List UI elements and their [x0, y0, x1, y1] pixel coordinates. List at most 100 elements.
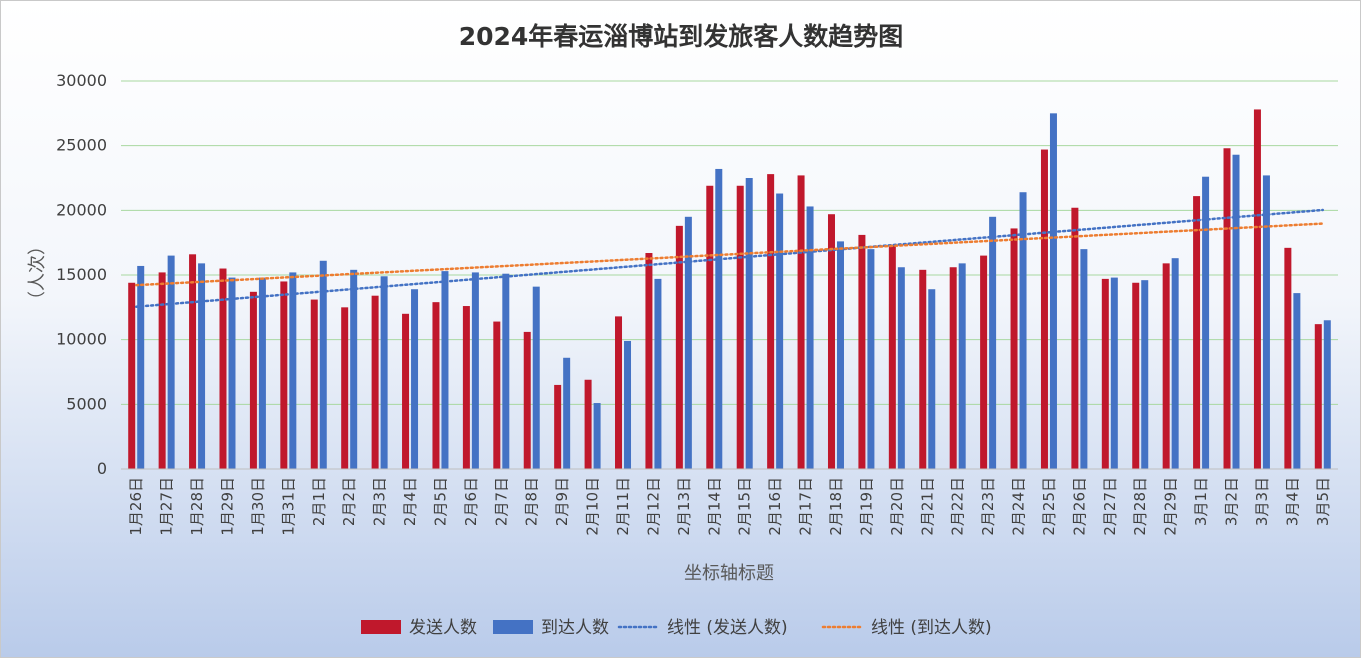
- bar-send: [675, 225, 683, 469]
- bar-arrive: [897, 267, 905, 469]
- bar-send: [189, 254, 197, 469]
- bar-send: [1040, 149, 1048, 469]
- bar-arrive: [137, 265, 145, 469]
- y-tick-label: 20000: [56, 200, 107, 219]
- x-axis-ticks: 1月26日 1月27日 1月28日 1月29日 1月30日 1月31日 2月1日 2月2日 2月…: [127, 477, 1332, 536]
- x-tick-label: 3月2日: [1223, 477, 1241, 526]
- bar-send: [858, 234, 866, 469]
- trendline-send: [134, 208, 1325, 308]
- x-tick-label: 1月30日: [249, 477, 267, 536]
- bar-send: [128, 282, 136, 469]
- bars: [128, 109, 1331, 470]
- bar-arrive: [1019, 192, 1027, 469]
- bar-send: [1223, 148, 1231, 469]
- bar-arrive: [806, 206, 814, 469]
- bar-send: [949, 267, 957, 469]
- x-tick-label: 2月2日: [340, 477, 358, 526]
- bar-send: [1101, 278, 1109, 469]
- bar-arrive: [958, 263, 966, 469]
- legend-label: 到达人数: [541, 618, 609, 638]
- bar-send: [402, 313, 410, 469]
- bar-arrive: [776, 193, 784, 469]
- bar-arrive: [411, 289, 419, 469]
- legend-label: 线性 (到达人数): [871, 618, 992, 638]
- bar-send: [341, 307, 349, 469]
- legend-swatch-send: [361, 620, 401, 634]
- x-tick-label: 2月25日: [1040, 477, 1058, 536]
- bar-send: [1132, 282, 1140, 469]
- bar-send: [1162, 263, 1170, 469]
- bar-arrive: [1049, 113, 1057, 469]
- bar-send: [554, 384, 562, 469]
- x-tick-label: 2月10日: [584, 477, 602, 536]
- x-tick-label: 3月5日: [1314, 477, 1332, 526]
- bar-send: [371, 295, 379, 469]
- legend: 发送人数 到达人数 线性 (发送人数) 线性 (到达人数): [361, 618, 992, 638]
- x-tick-label: 2月19日: [857, 477, 875, 536]
- bar-arrive: [380, 276, 388, 469]
- bar-arrive: [471, 272, 479, 469]
- x-tick-label: 2月5日: [431, 477, 449, 526]
- y-tick-label: 25000: [56, 136, 107, 155]
- bar-send: [645, 253, 653, 469]
- bar-arrive: [1080, 249, 1088, 469]
- trendlines: [134, 208, 1325, 308]
- x-tick-label: 2月14日: [705, 477, 723, 536]
- bar-arrive: [715, 168, 723, 470]
- x-tick-label: 2月28日: [1131, 477, 1149, 536]
- x-tick-label: 1月26日: [127, 477, 145, 536]
- bar-send: [523, 331, 531, 469]
- bar-arrive: [836, 241, 844, 469]
- bar-send: [493, 321, 501, 469]
- bar-send: [706, 185, 714, 469]
- x-tick-label: 1月27日: [158, 477, 176, 536]
- trendline-arrive: [134, 222, 1325, 287]
- bar-send: [1010, 228, 1018, 469]
- bar-send: [1071, 207, 1079, 469]
- bar-arrive: [563, 357, 571, 469]
- bar-arrive: [1232, 154, 1240, 469]
- x-tick-label: 2月17日: [797, 477, 815, 536]
- bar-arrive: [654, 278, 662, 469]
- y-tick-label: 15000: [56, 265, 107, 284]
- x-tick-label: 2月24日: [1010, 477, 1028, 536]
- bar-arrive: [1110, 277, 1118, 469]
- x-tick-label: 2月22日: [949, 477, 967, 536]
- x-tick-label: 2月16日: [766, 477, 784, 536]
- x-tick-label: 2月7日: [492, 477, 510, 526]
- bar-send: [797, 175, 805, 469]
- bar-arrive: [319, 260, 327, 469]
- x-tick-label: 2月21日: [918, 477, 936, 536]
- x-tick-label: 1月31日: [279, 477, 297, 536]
- bar-send: [827, 214, 835, 469]
- bar-arrive: [1323, 320, 1331, 469]
- bar-arrive: [228, 277, 236, 469]
- legend-label: 发送人数: [409, 618, 477, 638]
- bar-arrive: [989, 216, 997, 469]
- x-tick-label: 2月6日: [462, 477, 480, 526]
- bar-send: [249, 291, 257, 469]
- bar-send: [280, 281, 288, 469]
- bar-arrive: [502, 273, 510, 469]
- bar-arrive: [593, 403, 601, 469]
- x-tick-label: 3月3日: [1253, 477, 1271, 526]
- x-tick-label: 2月15日: [736, 477, 754, 536]
- x-axis-title: 坐标轴标题: [684, 563, 774, 584]
- bar-send: [736, 185, 744, 469]
- x-tick-label: 2月26日: [1070, 477, 1088, 536]
- bar-arrive: [745, 178, 753, 469]
- x-tick-label: 2月1日: [310, 477, 328, 526]
- y-tick-label: 10000: [56, 330, 107, 349]
- chart-title: 2024年春运淄博站到发旅客人数趋势图: [459, 22, 904, 51]
- bar-arrive: [198, 263, 206, 469]
- bar-arrive: [258, 277, 266, 469]
- bar-arrive: [167, 255, 175, 469]
- x-tick-label: 2月27日: [1101, 477, 1119, 536]
- bar-send: [888, 245, 896, 469]
- bar-arrive: [1262, 175, 1270, 469]
- y-tick-label: 0: [97, 459, 107, 478]
- x-tick-label: 2月29日: [1162, 477, 1180, 536]
- bar-send: [310, 299, 318, 469]
